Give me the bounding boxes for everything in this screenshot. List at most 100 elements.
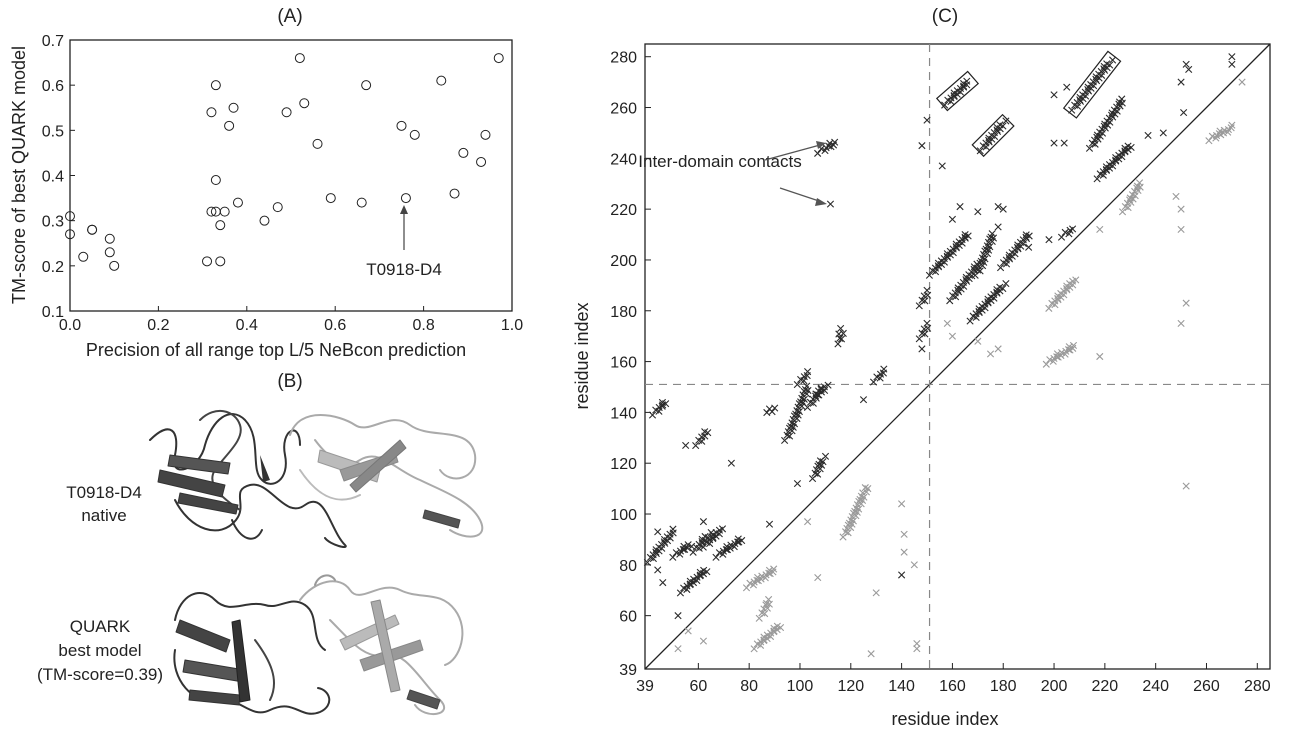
panel-c-y-tick-label: 280 [610,50,637,67]
contact-upper-dark [941,101,949,109]
panel-a-data-point [224,120,235,131]
contact-lower-light [746,579,754,587]
panel-a-data-point [104,233,115,244]
contact-upper-dark [803,403,812,412]
contact-lower-light [864,485,872,493]
x-marker-stroke [993,126,1001,134]
panel-c-x-tick-label: 120 [837,678,864,695]
native-label-line2: native [81,506,126,525]
x-marker-stroke [986,235,994,243]
x-marker-stroke [974,337,982,345]
panel-c-y-tick-label: 100 [610,507,637,524]
contact-lower-light [1177,225,1185,234]
panel-c-y-axis-label: residue index [572,302,592,409]
x-marker-stroke [1002,117,1010,125]
contact-lower-light [1054,353,1062,361]
contact-upper-dark [654,528,662,536]
x-marker-stroke [768,408,776,416]
contact-lower-light [1224,128,1232,136]
contact-upper-dark [706,536,714,544]
x-marker-stroke [680,584,688,592]
x-marker-stroke [1054,294,1062,303]
x-marker-stroke [855,505,863,513]
x-marker-stroke [1115,100,1123,108]
highlight-box [971,113,1015,158]
panel-c-x-ticks: 39 60 80 100 120 140 160 180 200 220 240 260 280 [636,663,1271,695]
contact-upper-dark [956,84,965,93]
panel-c-x-tick-label: 280 [1244,678,1271,695]
x-marker-stroke [1121,144,1129,152]
x-marker-stroke [681,545,689,554]
x-marker-stroke [763,631,771,639]
panel-a-data-point [312,138,323,149]
contact-lower-light [1050,354,1058,362]
contact-upper-dark [1022,233,1030,241]
x-marker-stroke [686,580,695,588]
x-marker-stroke [949,249,957,257]
model-label-line1: QUARK [70,617,131,636]
x-marker-stroke [1100,65,1108,73]
panel-a-y-tick-label: 0.6 [42,78,64,95]
inter-domain-label-text: Inter-domain contacts [638,152,801,171]
contact-upper-dark [709,533,717,542]
contact-upper-dark [676,589,685,597]
panel-c-contact-map: (C) 39 60 80 100 120 140 160 180 200 220 240 260 280… [572,6,1271,729]
panel-a-data-point [65,211,75,222]
x-marker-stroke [1057,233,1066,241]
x-marker-stroke [750,578,758,586]
contact-lower-light [770,627,778,635]
x-marker-stroke [1133,184,1141,192]
contact-upper-dark [1002,117,1010,125]
x-marker-stroke [981,255,989,263]
contact-upper-dark [696,571,705,579]
contact-lower-light [762,571,770,579]
x-marker-stroke [727,541,735,549]
x-marker-stroke [976,147,984,155]
contact-upper-dark [819,458,827,466]
panel-a-data-point [299,98,310,109]
contact-upper-dark [723,546,732,554]
panel-a-scatter-chart: (A) 0.0 0.2 0.4 0.6 0.8 1.0 0.10.20.30.40.50.… [9,6,523,360]
diagonal-line [644,43,1271,670]
x-marker-stroke [1105,161,1114,169]
contact-upper-dark [984,298,992,306]
x-marker-stroke [709,533,717,542]
contact-upper-dark [643,558,652,567]
contact-upper-dark [923,116,931,124]
contact-lower-light [1126,196,1134,204]
panel-a-data-point [109,260,120,271]
x-marker-stroke [1228,121,1236,129]
x-marker-stroke [814,573,822,582]
x-marker-stroke [1098,129,1107,137]
x-marker-stroke [923,319,931,327]
x-marker-stroke [839,533,847,541]
x-marker-stroke [1144,131,1152,140]
contact-upper-dark [659,401,667,409]
x-marker-stroke [719,547,728,555]
contact-upper-dark [988,230,996,238]
x-marker-stroke [994,223,1002,231]
inter-domain-arrow-2 [779,187,823,203]
highlight-box [1062,50,1122,119]
contact-lower-light [948,332,957,340]
x-marker-stroke [1217,131,1225,139]
x-marker-stroke [1099,168,1107,176]
panel-a-data-point [259,215,270,226]
contact-upper-dark [1002,279,1010,288]
x-marker-stroke [864,485,872,493]
contact-upper-dark [683,582,691,590]
x-marker-stroke [648,411,657,419]
x-marker-stroke [770,624,778,632]
contact-upper-dark [1050,91,1058,99]
contact-upper-dark [785,432,794,440]
contact-upper-dark [966,317,974,325]
contact-upper-dark [1085,144,1094,152]
contact-upper-dark [859,396,868,404]
x-marker-stroke [652,406,660,414]
x-marker-stroke [1102,165,1110,174]
contact-upper-dark [817,384,825,392]
contact-upper-dark [963,77,971,85]
contact-upper-dark [1107,111,1116,119]
contact-lower-light [994,345,1002,353]
